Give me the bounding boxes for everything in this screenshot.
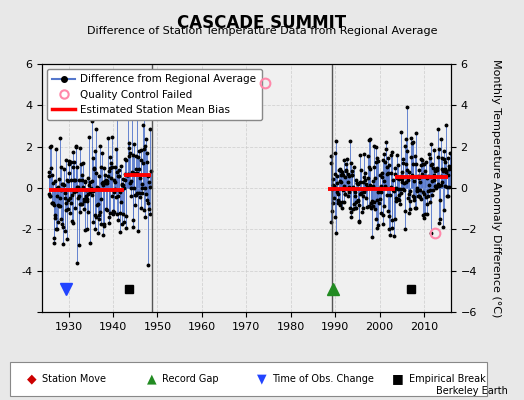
Legend: Difference from Regional Average, Quality Control Failed, Estimated Station Mean: Difference from Regional Average, Qualit… xyxy=(47,69,261,120)
Text: ■: ■ xyxy=(392,372,404,386)
Text: Berkeley Earth: Berkeley Earth xyxy=(436,386,508,396)
Text: Difference of Station Temperature Data from Regional Average: Difference of Station Temperature Data f… xyxy=(87,26,437,36)
Text: ▲: ▲ xyxy=(147,372,157,386)
Text: ◆: ◆ xyxy=(27,372,36,386)
Text: Station Move: Station Move xyxy=(42,374,106,384)
Y-axis label: Monthly Temperature Anomaly Difference (°C): Monthly Temperature Anomaly Difference (… xyxy=(491,59,501,317)
Text: Record Gap: Record Gap xyxy=(162,374,219,384)
Text: Empirical Break: Empirical Break xyxy=(409,374,485,384)
Text: Time of Obs. Change: Time of Obs. Change xyxy=(272,374,374,384)
Text: CASCADE SUMMIT: CASCADE SUMMIT xyxy=(178,14,346,32)
Text: ▼: ▼ xyxy=(257,372,267,386)
